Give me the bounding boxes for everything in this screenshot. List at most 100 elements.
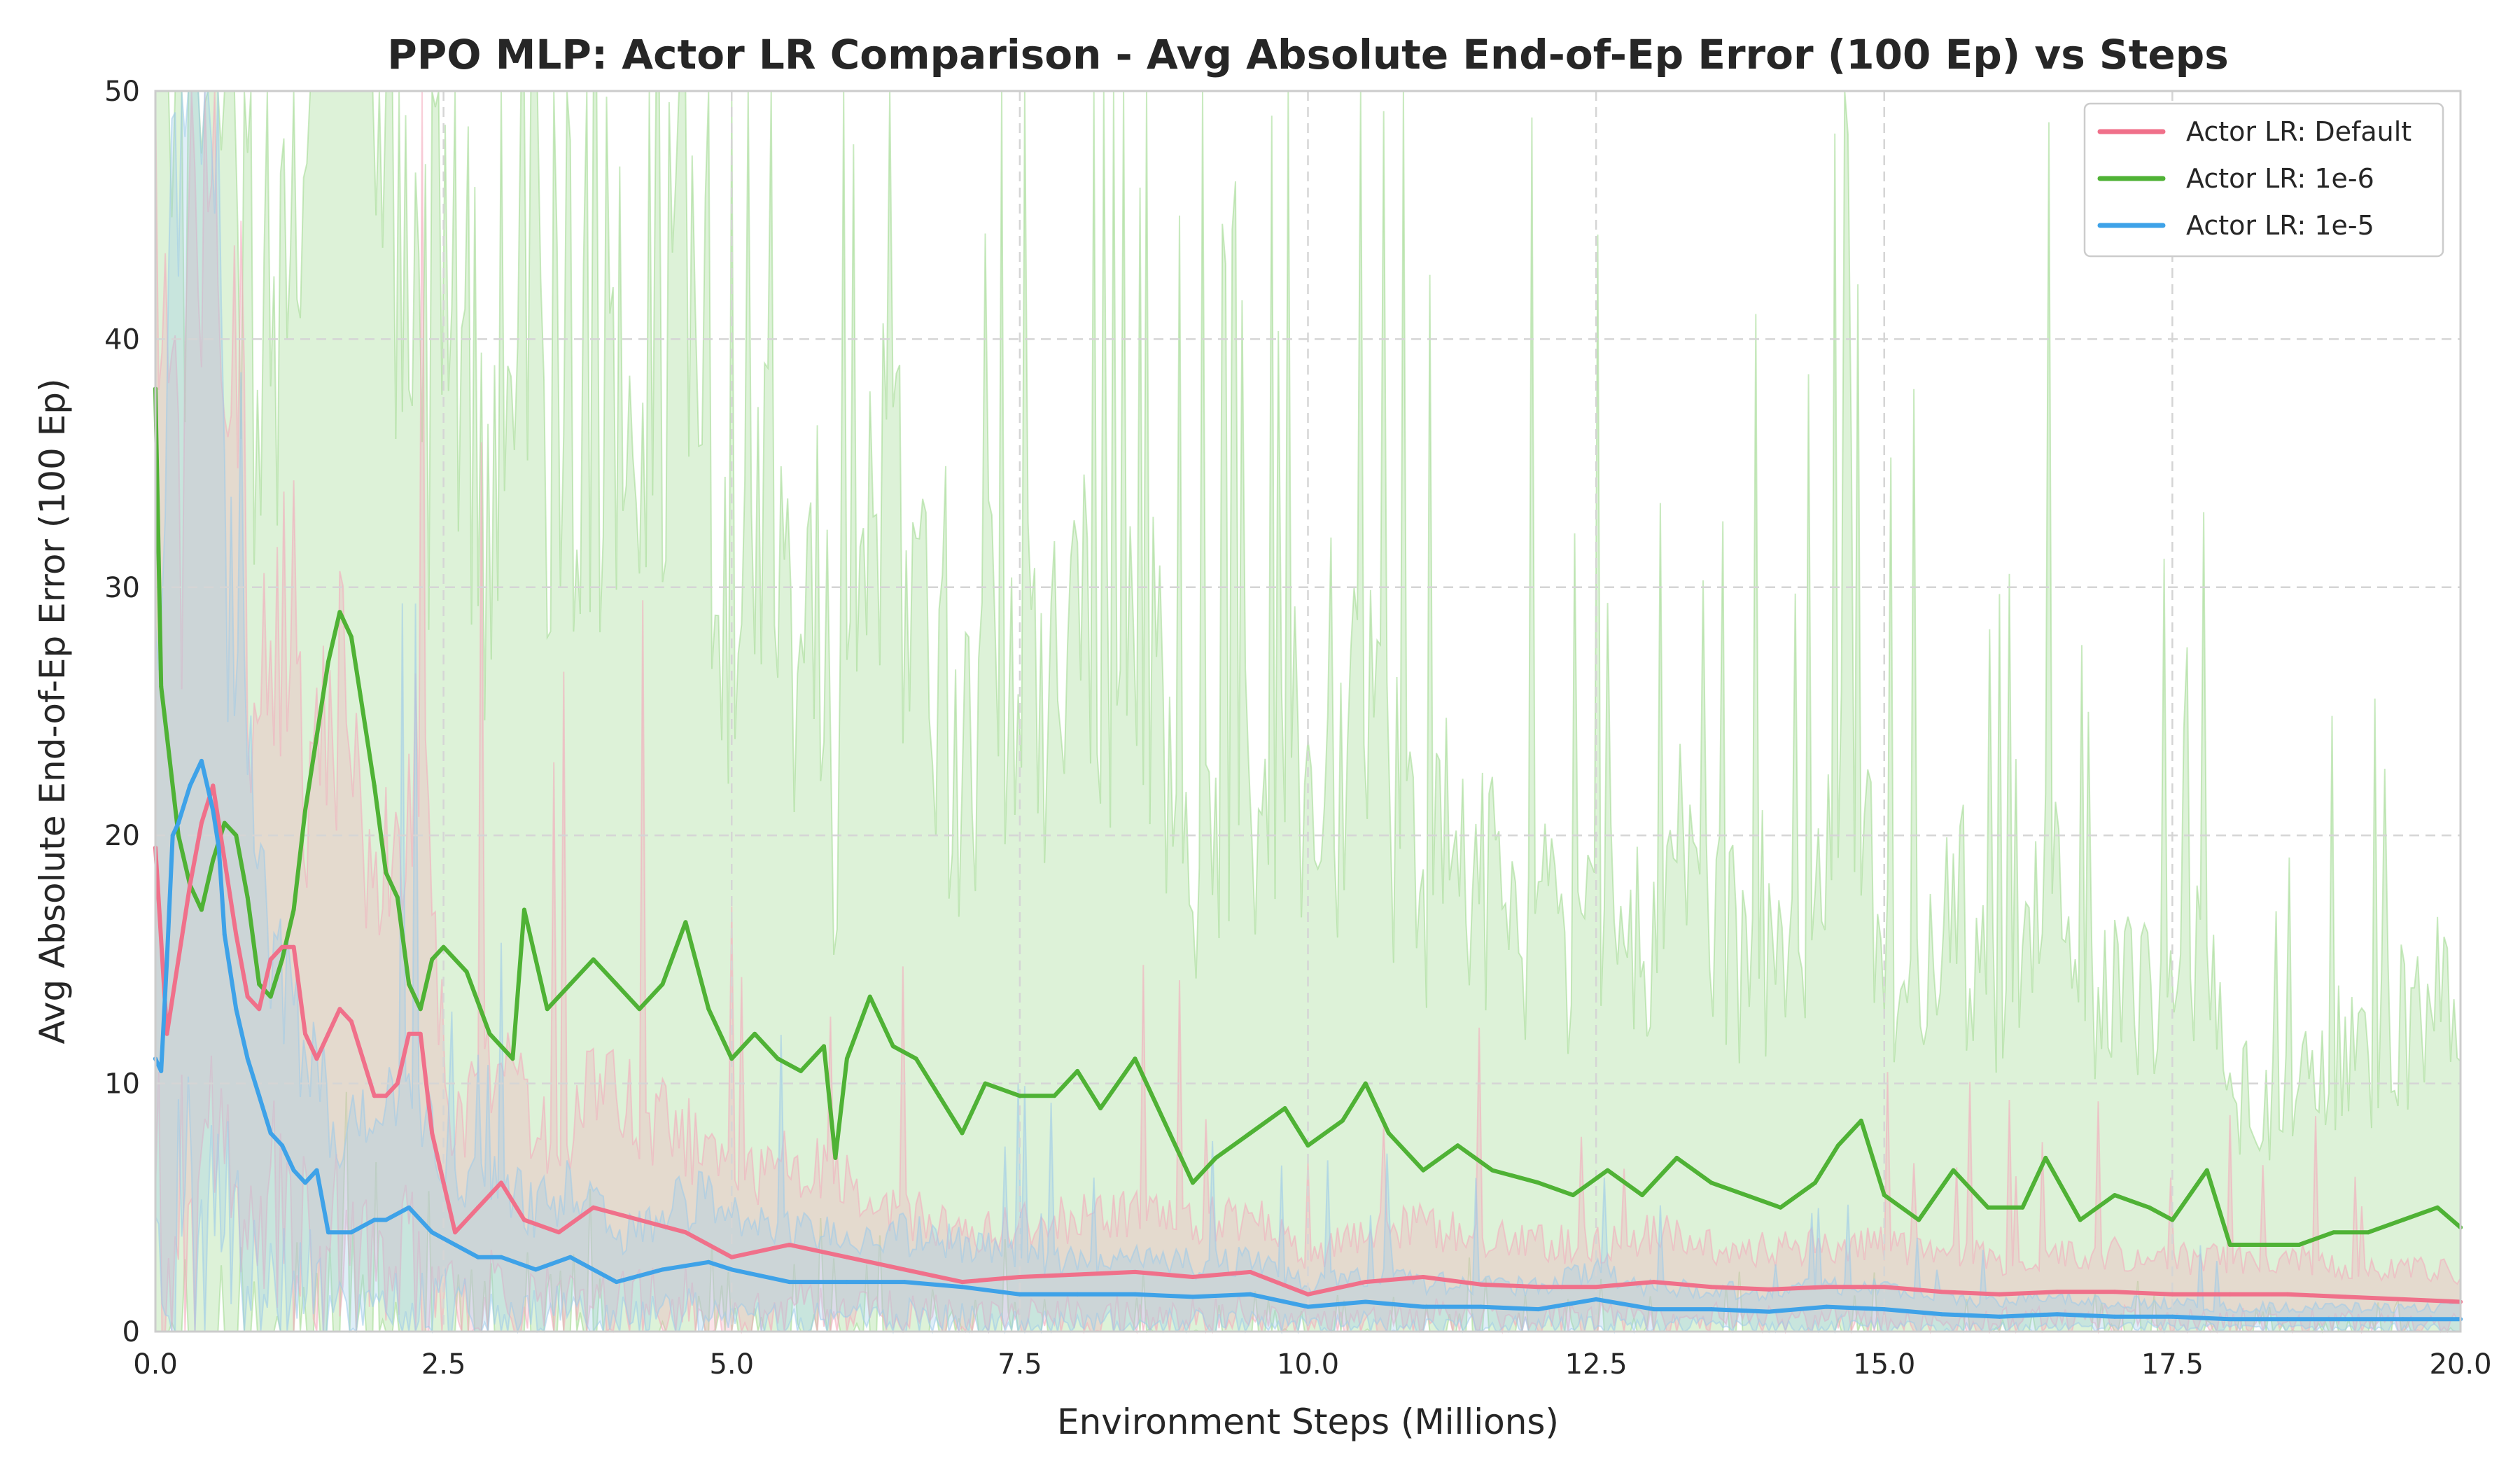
series-point xyxy=(441,944,446,949)
series-point xyxy=(476,1205,480,1210)
series-point xyxy=(2331,1230,2336,1235)
series-point xyxy=(188,883,192,888)
series-point xyxy=(2147,1205,2152,1210)
series-point xyxy=(418,1007,423,1012)
series-point xyxy=(430,957,435,962)
x-tick-label: 7.5 xyxy=(997,1348,1042,1381)
series-point xyxy=(384,870,388,875)
series-point xyxy=(222,933,227,937)
y-tick-label: 0 xyxy=(122,1316,140,1348)
series-point xyxy=(441,1180,446,1185)
series-point xyxy=(545,1007,550,1012)
series-point xyxy=(890,1044,895,1049)
series-point xyxy=(222,821,227,825)
series-point xyxy=(2054,1312,2059,1317)
series-point xyxy=(844,1056,849,1061)
series-point xyxy=(211,783,216,788)
series-point xyxy=(372,783,377,788)
series-point xyxy=(1882,1193,1886,1198)
series-point xyxy=(1306,1143,1310,1148)
series-point xyxy=(614,1280,619,1285)
series-point xyxy=(349,1230,354,1235)
series-point xyxy=(464,970,469,975)
series-point xyxy=(360,709,365,713)
series-point xyxy=(499,1180,503,1185)
legend-box xyxy=(2083,102,2444,258)
series-point xyxy=(1651,1280,1656,1285)
series-point xyxy=(706,1007,711,1012)
series-point xyxy=(1951,1168,1956,1173)
series-point xyxy=(268,994,273,999)
series-point xyxy=(2343,1294,2348,1299)
series-point xyxy=(844,1280,849,1285)
series-point xyxy=(706,1259,711,1264)
series-point xyxy=(222,858,227,863)
x-tick-labels: 0.0 2.5 5.0 7.5 10.0 12.5 15.0 17.5 20.0 xyxy=(133,1348,2491,1381)
series-point xyxy=(2297,1243,2302,1247)
series-point xyxy=(776,1056,780,1061)
series-point xyxy=(1536,1307,1541,1312)
series-point xyxy=(176,821,181,825)
series-point xyxy=(1778,1205,1783,1210)
series-point xyxy=(314,1056,319,1061)
series-point xyxy=(487,1031,492,1036)
x-tick-label: 20.0 xyxy=(2429,1348,2491,1381)
series-point xyxy=(1709,1307,1714,1312)
series-point xyxy=(349,634,354,639)
series-point xyxy=(159,1068,164,1073)
series-point xyxy=(1455,1143,1460,1148)
series-point xyxy=(303,1031,307,1036)
series-point xyxy=(1306,1304,1310,1309)
series-point xyxy=(2227,1243,2232,1247)
series-point xyxy=(2043,1155,2048,1160)
series-point xyxy=(1017,1275,1022,1279)
series-point xyxy=(1709,1180,1714,1185)
x-tick-label: 0.0 xyxy=(133,1348,178,1381)
series-point xyxy=(395,1081,400,1086)
x-tick-label: 10.0 xyxy=(1277,1348,1339,1381)
y-tick-label: 10 xyxy=(104,1068,140,1101)
series-point xyxy=(683,920,688,925)
series-point xyxy=(1917,1217,1921,1222)
series-point xyxy=(2227,1292,2232,1297)
series-point xyxy=(614,982,619,986)
series-point xyxy=(1813,1180,1817,1185)
series-point xyxy=(430,1230,435,1235)
series-point xyxy=(1363,1081,1368,1086)
series-point xyxy=(1835,1143,1840,1148)
series-point xyxy=(2366,1230,2371,1235)
series-point xyxy=(533,1267,538,1272)
series-point xyxy=(2286,1292,2290,1297)
series-point xyxy=(1075,1068,1080,1073)
series-point xyxy=(1340,1118,1345,1123)
legend-entries: Actor LR: Default Actor LR: 1e-6 Actor LR:… xyxy=(2097,116,2412,241)
series-point xyxy=(960,1285,965,1290)
series-point xyxy=(2286,1317,2290,1322)
series-point xyxy=(1190,1294,1195,1299)
series-point xyxy=(1882,1307,1886,1312)
y-tick-label: 50 xyxy=(104,76,140,108)
series-point xyxy=(1536,1285,1541,1290)
series-point xyxy=(2343,1317,2348,1322)
series-point xyxy=(337,1007,342,1012)
series-point xyxy=(164,1031,169,1036)
series-point xyxy=(291,907,296,912)
series-point xyxy=(1536,1180,1541,1185)
x-axis-label: Environment Steps (Millions) xyxy=(1057,1402,1559,1442)
series-point xyxy=(1824,1285,1829,1290)
series-point xyxy=(234,1007,239,1012)
series-point xyxy=(326,659,330,664)
series-point xyxy=(1940,1290,1945,1294)
series-point xyxy=(2113,1290,2117,1294)
series-point xyxy=(211,808,216,813)
series-point xyxy=(395,895,400,900)
series-point xyxy=(245,895,250,900)
series-point xyxy=(844,1255,849,1259)
series-point xyxy=(314,734,319,739)
series-point xyxy=(637,1007,642,1012)
series-point xyxy=(2400,1217,2405,1222)
series-point xyxy=(2054,1290,2059,1294)
series-point xyxy=(2170,1292,2175,1297)
series-point xyxy=(418,1031,423,1036)
series-point xyxy=(937,1094,941,1098)
